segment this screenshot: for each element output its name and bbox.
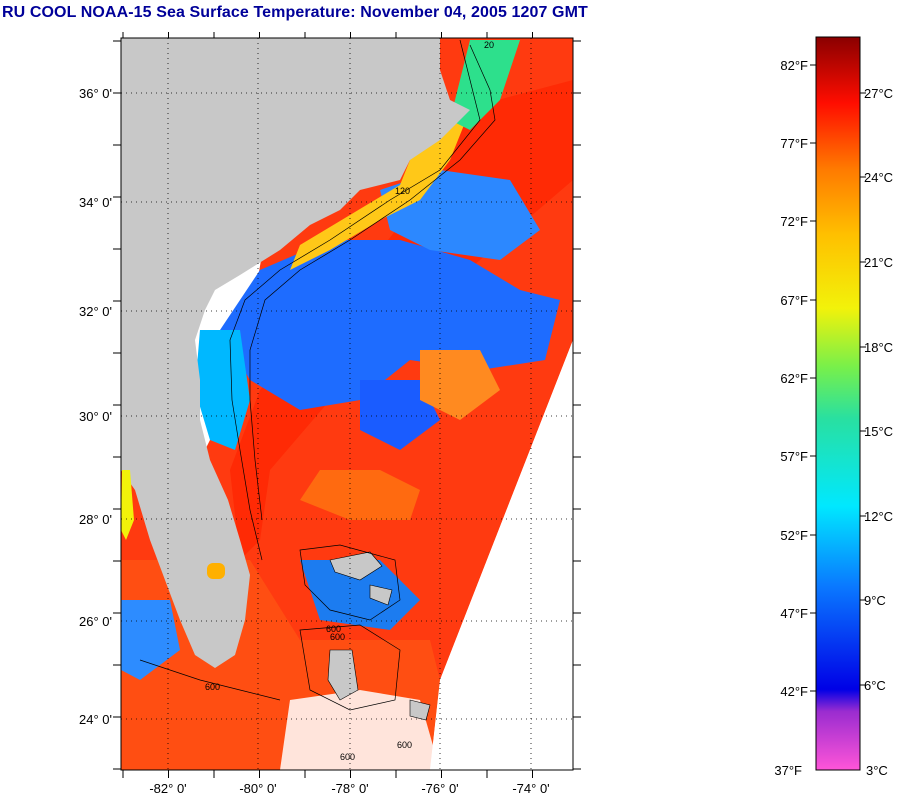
cb-f-62: 62°F <box>780 371 808 386</box>
lat-label-26: 26° 0' <box>79 614 112 629</box>
warm-eddy-1 <box>300 470 420 520</box>
contour-label: 600 <box>330 632 345 642</box>
colorbar-celsius-labels: 27°C 24°C 21°C 18°C 15°C 12°C 9°C 6°C 3°… <box>864 86 893 778</box>
cb-c-18: 18°C <box>864 340 893 355</box>
cb-f-47: 47°F <box>780 606 808 621</box>
lat-label-32: 32° 0' <box>79 304 112 319</box>
cb-c-12: 12°C <box>864 509 893 524</box>
colorbar-ticks <box>810 64 866 692</box>
page-title: RU COOL NOAA-15 Sea Surface Temperature:… <box>2 4 588 21</box>
contour-label: 600 <box>205 682 220 692</box>
cb-f-42: 42°F <box>780 684 808 699</box>
lat-label-34: 34° 0' <box>79 195 112 210</box>
colorbar-fahrenheit-labels: 82°F 77°F 72°F 67°F 62°F 57°F 52°F 47°F … <box>774 58 808 778</box>
shelf-water-va <box>450 40 520 130</box>
lat-label-30: 30° 0' <box>79 409 112 424</box>
contour-label: 20 <box>484 40 494 50</box>
cb-f-82: 82°F <box>780 58 808 73</box>
axis-ticks <box>113 32 581 778</box>
longitude-labels: -82° 0' -80° 0' -78° 0' -76° 0' -74° 0' <box>149 781 549 796</box>
contour-label: 600 <box>340 752 355 762</box>
lon-label-82: -82° 0' <box>149 781 186 796</box>
colorbar: 82°F 77°F 72°F 67°F 62°F 57°F 52°F 47°F … <box>774 36 893 778</box>
latitude-labels: 36° 0' 34° 0' 32° 0' 30° 0' 28° 0' 26° 0… <box>79 86 112 727</box>
cb-c-27: 27°C <box>864 86 893 101</box>
lat-label-24: 24° 0' <box>79 712 112 727</box>
lake-okeechobee <box>207 563 225 579</box>
cb-f-72: 72°F <box>780 214 808 229</box>
cb-c-15: 15°C <box>864 424 893 439</box>
contour-label: 600 <box>397 740 412 750</box>
latitude-gridlines <box>121 92 573 720</box>
gulf-shelf-warm <box>121 470 134 540</box>
cool-water-bahamas <box>300 560 420 630</box>
colorbar-scale <box>815 36 861 771</box>
map-frame <box>120 37 574 771</box>
lon-label-80: -80° 0' <box>239 781 276 796</box>
cb-f-37: 37°F <box>774 763 802 778</box>
contour-label: 120 <box>395 186 410 196</box>
cool-water-coastal-ga <box>195 330 250 450</box>
cb-c-3: 3°C <box>866 763 888 778</box>
sst-map <box>121 38 573 770</box>
cloud-mask <box>280 690 440 770</box>
bathymetry-contours <box>139 39 496 711</box>
cb-c-24: 24°C <box>864 170 893 185</box>
cb-f-67: 67°F <box>780 293 808 308</box>
warm-eddy-2 <box>420 350 500 420</box>
lat-label-36: 36° 0' <box>79 86 112 101</box>
lon-label-78: -78° 0' <box>331 781 368 796</box>
land-mass <box>121 38 470 668</box>
contour-label: 600 <box>326 624 341 634</box>
lon-label-76: -76° 0' <box>421 781 458 796</box>
cb-f-77: 77°F <box>780 136 808 151</box>
cb-f-57: 57°F <box>780 449 808 464</box>
cb-c-21: 21°C <box>864 255 893 270</box>
cb-c-6: 6°C <box>864 678 886 693</box>
longitude-gridlines <box>167 38 532 770</box>
no-data-wedge <box>430 340 573 770</box>
lat-label-28: 28° 0' <box>79 512 112 527</box>
cool-water-gulf <box>121 600 180 680</box>
bahamas-islands <box>327 551 431 721</box>
cb-c-9: 9°C <box>864 593 886 608</box>
lon-label-74: -74° 0' <box>512 781 549 796</box>
cb-f-52: 52°F <box>780 528 808 543</box>
